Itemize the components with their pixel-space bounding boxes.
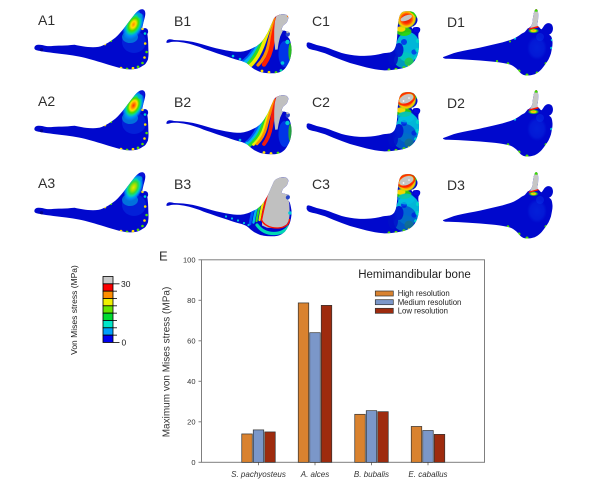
svg-text:0: 0 (122, 337, 127, 347)
svg-text:C2: C2 (312, 94, 330, 110)
svg-text:Hemimandibular bone: Hemimandibular bone (358, 269, 471, 281)
svg-text:E: E (159, 249, 168, 264)
svg-text:C1: C1 (312, 13, 330, 29)
svg-text:Maximum von Mises stress (MPa): Maximum von Mises stress (MPa) (162, 287, 173, 438)
svg-text:A3: A3 (38, 175, 55, 191)
svg-text:A2: A2 (38, 93, 55, 109)
svg-text:C3: C3 (312, 176, 330, 192)
svg-text:B2: B2 (174, 94, 191, 110)
svg-text:100: 100 (183, 256, 196, 265)
svg-text:Low resolution: Low resolution (398, 307, 448, 316)
svg-text:Medium resolution: Medium resolution (398, 298, 462, 307)
svg-text:High resolution: High resolution (398, 289, 450, 298)
svg-text:E. caballus: E. caballus (408, 470, 447, 479)
svg-text:30: 30 (121, 279, 131, 289)
svg-text:D2: D2 (447, 95, 465, 111)
svg-text:80: 80 (187, 296, 195, 305)
svg-text:40: 40 (187, 377, 195, 386)
svg-text:B1: B1 (174, 13, 191, 29)
svg-text:A. alces: A. alces (300, 470, 329, 479)
svg-text:D3: D3 (447, 177, 465, 193)
svg-text:B. bubalis: B. bubalis (354, 470, 389, 479)
svg-text:B3: B3 (174, 176, 191, 192)
svg-text:60: 60 (187, 337, 195, 346)
svg-text:D1: D1 (447, 14, 465, 30)
svg-text:20: 20 (187, 418, 195, 427)
svg-text:Von Mises stress (MPa): Von Mises stress (MPa) (69, 265, 79, 355)
svg-text:S. pachyosteus: S. pachyosteus (231, 470, 286, 479)
svg-text:A1: A1 (38, 12, 55, 28)
svg-text:0: 0 (191, 458, 195, 467)
